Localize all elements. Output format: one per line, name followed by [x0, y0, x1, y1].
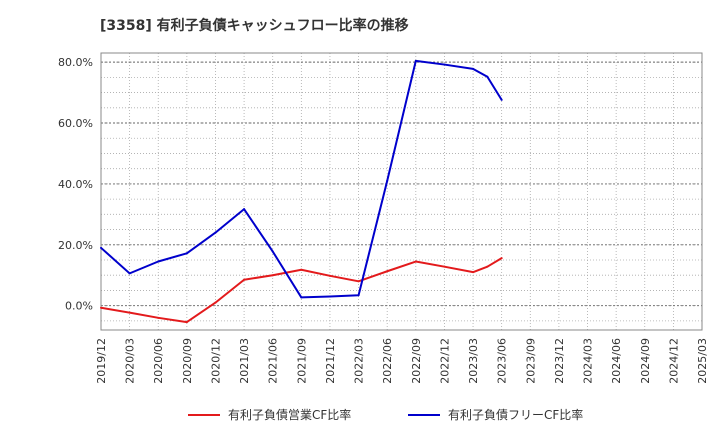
x-tick-label: 2022/12: [438, 338, 451, 384]
data-point: [357, 280, 360, 283]
data-point: [328, 274, 331, 277]
plot-area: [100, 52, 703, 331]
data-point: [157, 260, 160, 263]
x-tick-label: 2022/06: [381, 338, 394, 384]
data-point: [414, 260, 417, 263]
data-point: [386, 270, 389, 273]
x-tick-label: 2020/09: [181, 338, 194, 384]
chart-title: [3358] 有利子負債キャッシュフロー比率の推移: [100, 17, 409, 34]
data-point: [500, 257, 503, 260]
y-tick-label: 20.0%: [58, 239, 93, 252]
data-point: [486, 265, 489, 268]
x-tick-label: 2021/06: [267, 338, 280, 384]
x-tick-label: 2024/09: [639, 338, 652, 384]
data-point: [100, 306, 102, 309]
data-point: [271, 250, 274, 253]
data-point: [243, 208, 246, 211]
x-tick-label: 2021/03: [238, 338, 251, 384]
data-point: [300, 268, 303, 271]
data-point: [243, 278, 246, 281]
data-point: [472, 271, 475, 274]
x-tick-label: 2023/06: [496, 338, 509, 384]
data-point: [357, 294, 360, 297]
data-point: [128, 272, 131, 275]
data-point: [386, 179, 389, 182]
data-point: [414, 59, 417, 62]
data-point: [185, 252, 188, 255]
y-tick-label: 60.0%: [58, 117, 93, 130]
x-tick-label: 2021/09: [295, 338, 308, 384]
legend: 有利子負債営業CF比率 有利子負債フリーCF比率: [188, 407, 583, 422]
x-tick-label: 2020/06: [152, 338, 165, 384]
data-point: [328, 295, 331, 298]
data-point: [472, 67, 475, 70]
data-point: [100, 246, 102, 249]
x-tick-label: 2024/06: [610, 338, 623, 384]
data-point: [185, 321, 188, 324]
x-tick-label: 2020/12: [209, 338, 222, 384]
x-tick-label: 2023/12: [553, 338, 566, 384]
data-point: [271, 274, 274, 277]
series-layer: [100, 59, 503, 324]
grid: [100, 53, 703, 330]
x-tick-label: 2021/12: [324, 338, 337, 384]
legend-label: 有利子負債フリーCF比率: [448, 407, 583, 422]
y-tick-label: 80.0%: [58, 56, 93, 69]
series-line-1: [100, 257, 503, 324]
data-point: [128, 311, 131, 314]
y-tick-label: 0.0%: [65, 300, 93, 313]
data-point: [486, 75, 489, 78]
y-axis: 0.0% 20.0% 40.0% 60.0% 80.0%: [58, 56, 93, 313]
x-tick-label: 2020/03: [124, 338, 137, 384]
series-line-2: [100, 59, 503, 299]
x-tick-label: 2023/09: [524, 338, 537, 384]
legend-label: 有利子負債営業CF比率: [228, 407, 351, 422]
x-tick-label: 2025/03: [696, 338, 709, 384]
x-tick-label: 2024/03: [582, 338, 595, 384]
data-point: [300, 296, 303, 299]
x-tick-label: 2023/03: [467, 338, 480, 384]
x-tick-label: 2022/09: [410, 338, 423, 384]
data-point: [500, 98, 503, 101]
data-point: [214, 301, 217, 304]
x-tick-label: 2022/03: [353, 338, 366, 384]
data-point: [443, 265, 446, 268]
data-point: [157, 316, 160, 319]
data-point: [443, 63, 446, 66]
x-tick-label: 2019/12: [95, 338, 108, 384]
data-point: [214, 231, 217, 234]
y-tick-label: 40.0%: [58, 178, 93, 191]
x-axis: 2019/12 2020/03 2020/06 2020/09 2020/12 2021/…: [95, 338, 709, 384]
x-tick-label: 2024/12: [667, 338, 680, 384]
